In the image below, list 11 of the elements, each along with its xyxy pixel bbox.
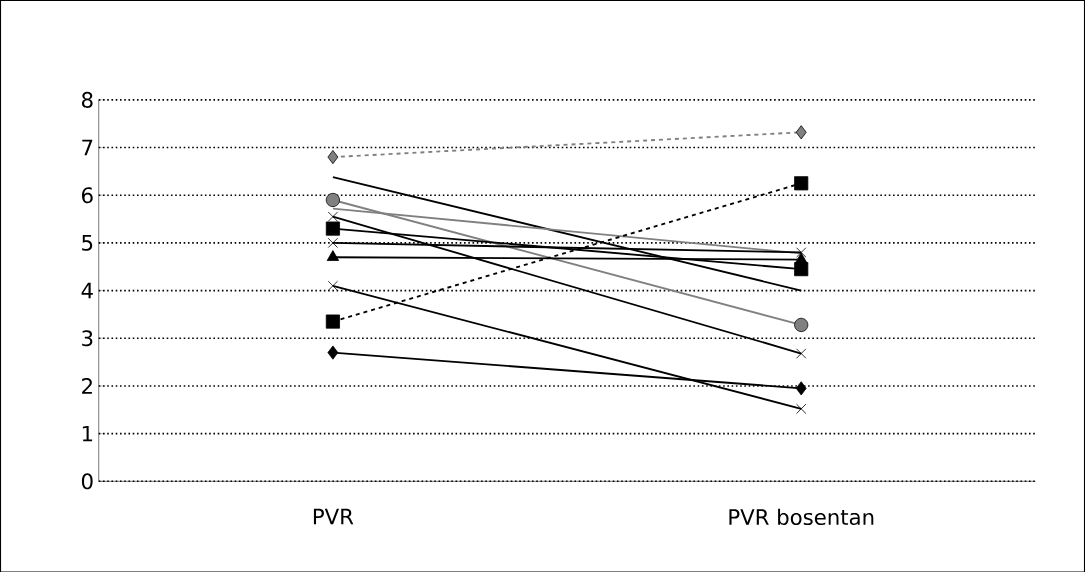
y-tick-label: 2	[82, 377, 92, 394]
y-tick-label: 8	[81, 91, 93, 108]
y-tick-label: 4	[81, 282, 93, 299]
y-tick-label: 0	[81, 473, 93, 490]
y-tick-label: 3	[82, 330, 93, 347]
y-tick-label: 1	[82, 425, 93, 442]
y-tick-label: 6	[82, 186, 93, 204]
y-tick-label: 5	[82, 234, 93, 251]
y-tick-label: 7	[82, 139, 93, 156]
x-tick-label: PVR	[313, 508, 354, 524]
x-tick-label: PVR bosentan	[729, 508, 874, 525]
